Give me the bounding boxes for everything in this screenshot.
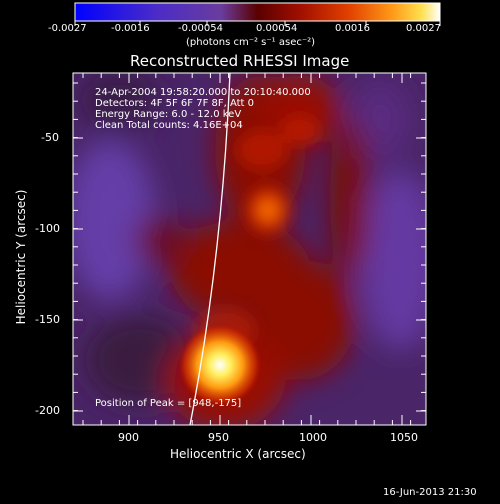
colorbar-tick-label: 0.0016 [335,23,370,34]
colorbar-tick-label: -0.00054 [178,23,223,34]
y-axis-label: Heliocentric Y (arcsec) [14,189,28,325]
info-detectors: Detectors: 4F 5F 6F 7F 8F, Att 0 [95,98,255,109]
colorbar-tick-label: 0.0027 [406,23,441,34]
colorbar-ticks [74,21,441,26]
info-clean-counts: Clean Total counts: 4.16E+04 [95,120,243,131]
rhessi-image [73,73,426,425]
solar-limb-curve [189,73,231,425]
info-energy-range: Energy Range: 6.0 - 12.0 keV [95,109,242,120]
y-tick-label: -100 [35,222,60,235]
axis-ticks [73,73,426,425]
plot-title: Reconstructed RHESSI Image [130,52,350,70]
y-tick-label: -50 [41,131,59,144]
x-tick-label: 950 [208,431,229,444]
y-tick-label: -150 [35,313,60,326]
x-axis-label: Heliocentric X (arcsec) [170,447,306,461]
colorbar [74,2,441,22]
x-tick-label: 900 [118,431,139,444]
colorbar-units-label: (photons cm⁻² s⁻¹ asec⁻²) [186,37,316,48]
colorbar-tick-label: -0.0027 [48,23,87,34]
x-tick-label: 1050 [390,431,418,444]
y-tick-label: -200 [35,404,60,417]
x-tick-label: 1000 [299,431,327,444]
colorbar-tick-label: 0.00054 [256,23,298,34]
colorbar-tick-label: -0.0016 [111,23,150,34]
flare-peak-source [178,323,262,407]
peak-position-label: Position of Peak = [948,-175] [95,398,242,409]
timestamp: 16-Jun-2013 21:30 [383,487,477,498]
info-time-range: 24-Apr-2004 19:58:20.000 to 20:10:40.000 [95,87,311,98]
plot-frame [72,72,427,426]
